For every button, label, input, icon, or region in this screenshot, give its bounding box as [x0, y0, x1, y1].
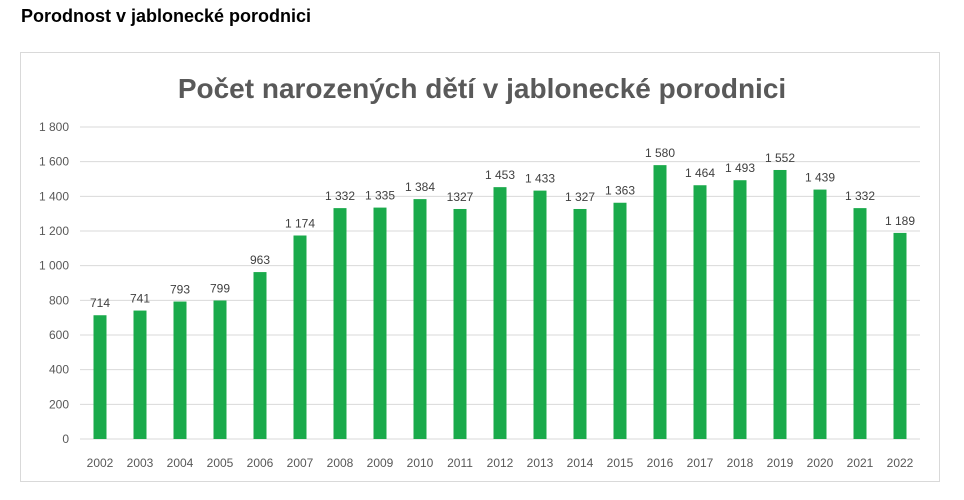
bar-2020	[813, 189, 827, 439]
y-axis-ticks: 0 200 400 600 800 1 000 1 200 1 400 1 600 1 800	[39, 120, 69, 446]
data-label-2011: 1327	[447, 190, 474, 204]
y-tick-label: 200	[49, 397, 69, 411]
bar-2011	[453, 208, 467, 439]
x-tick-label-2018: 2018	[727, 456, 754, 470]
y-tick-label: 600	[49, 328, 69, 342]
y-tick-label: 400	[49, 363, 69, 377]
y-tick-label: 1 800	[39, 120, 69, 134]
y-tick-label: 800	[49, 293, 69, 307]
y-tick-label: 1 000	[39, 259, 69, 273]
x-tick-label-2005: 2005	[207, 456, 234, 470]
data-label-2007: 1 174	[285, 217, 315, 231]
x-tick-label-2004: 2004	[167, 456, 194, 470]
data-label-2020: 1 439	[805, 171, 835, 185]
data-label-2002: 714	[90, 296, 110, 310]
bars	[93, 165, 907, 440]
x-tick-label-2011: 2011	[447, 456, 473, 470]
bar-2003	[133, 310, 147, 439]
x-tick-label-2013: 2013	[527, 456, 554, 470]
y-tick-label: 1 400	[39, 189, 69, 203]
x-tick-label-2006: 2006	[247, 456, 274, 470]
bar-2021	[853, 208, 867, 439]
bar-2018	[733, 180, 747, 440]
x-tick-label-2014: 2014	[567, 456, 594, 470]
data-label-2017: 1 464	[685, 166, 715, 180]
bar-2002	[93, 315, 107, 439]
data-label-2005: 799	[210, 282, 230, 296]
x-tick-label-2012: 2012	[487, 456, 514, 470]
x-tick-label-2016: 2016	[647, 456, 674, 470]
x-tick-label-2022: 2022	[887, 456, 914, 470]
bar-2019	[773, 169, 787, 439]
bar-2009	[373, 207, 387, 439]
y-tick-label: 1 200	[39, 224, 69, 238]
bar-2017	[693, 185, 707, 439]
x-tick-label-2010: 2010	[407, 456, 434, 470]
page-heading: Porodnost v jablonecké porodnici	[21, 6, 312, 26]
x-tick-label-2002: 2002	[87, 456, 114, 470]
bar-2015	[613, 202, 627, 439]
bar-2012	[493, 187, 507, 439]
chart-title: Počet narozených dětí v jablonecké porod…	[178, 73, 786, 104]
data-labels: 714 741 793 799 963 1 174 1 332 1 335 1 384 1327 1…	[90, 146, 915, 310]
x-tick-label-2009: 2009	[367, 456, 394, 470]
data-label-2006: 963	[250, 253, 270, 267]
data-label-2014: 1 327	[565, 190, 595, 204]
bar-2014	[573, 208, 587, 439]
chart-frame	[20, 52, 940, 482]
x-tick-label-2020: 2020	[807, 456, 834, 470]
data-label-2003: 741	[130, 292, 150, 306]
y-tick-label: 1 600	[39, 155, 69, 169]
data-label-2004: 793	[170, 283, 190, 297]
data-label-2022: 1 189	[885, 214, 915, 228]
data-label-2021: 1 332	[845, 189, 875, 203]
bar-2013	[533, 190, 547, 439]
bar-2006	[253, 272, 267, 439]
data-label-2012: 1 453	[485, 168, 515, 182]
x-tick-label-2003: 2003	[127, 456, 154, 470]
data-label-2016: 1 580	[645, 146, 675, 160]
x-tick-label-2007: 2007	[287, 456, 314, 470]
x-tick-label-2008: 2008	[327, 456, 354, 470]
data-label-2010: 1 384	[405, 180, 435, 194]
bar-2010	[413, 199, 427, 439]
x-tick-label-2021: 2021	[847, 456, 874, 470]
bar-2022	[893, 232, 907, 439]
data-label-2013: 1 433	[525, 172, 555, 186]
y-tick-label: 0	[62, 432, 69, 446]
bar-2016	[653, 165, 667, 439]
data-label-2009: 1 335	[365, 189, 395, 203]
bar-2007	[293, 235, 307, 439]
x-tick-label-2019: 2019	[767, 456, 794, 470]
x-tick-label-2017: 2017	[687, 456, 714, 470]
data-label-2015: 1 363	[605, 184, 635, 198]
data-label-2019: 1 552	[765, 151, 795, 165]
x-axis-ticks: 2002 2003 2004 2005 2006 2007 2008 2009 2010 2011…	[87, 456, 914, 470]
bar-2004	[173, 301, 187, 439]
bar-2008	[333, 208, 347, 439]
data-label-2018: 1 493	[725, 161, 755, 175]
x-tick-label-2015: 2015	[607, 456, 634, 470]
data-label-2008: 1 332	[325, 189, 355, 203]
bar-2005	[213, 300, 227, 439]
